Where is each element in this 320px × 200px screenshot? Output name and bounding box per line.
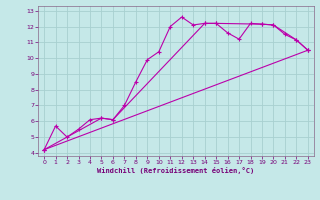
X-axis label: Windchill (Refroidissement éolien,°C): Windchill (Refroidissement éolien,°C)	[97, 167, 255, 174]
